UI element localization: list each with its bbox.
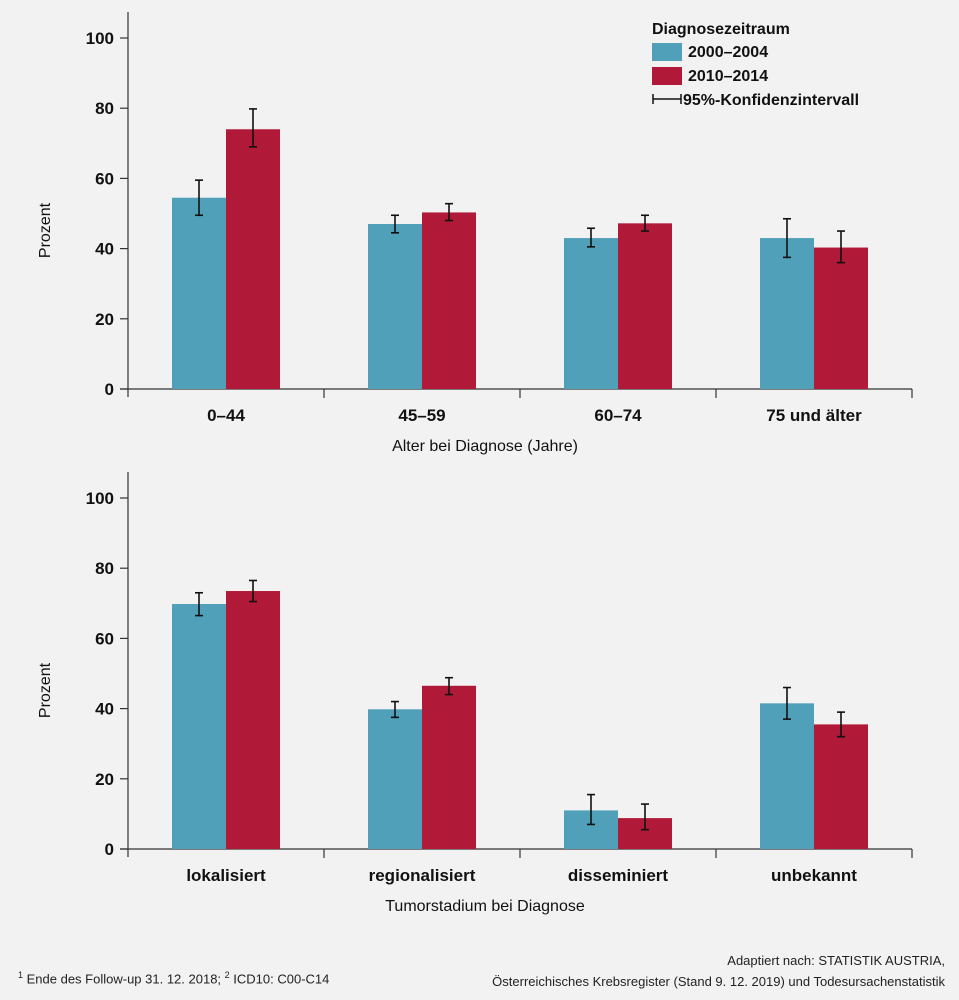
- x-axis-title: Alter bei Diagnose (Jahre): [392, 438, 578, 455]
- footnote-sup-2: 2: [224, 970, 230, 980]
- legend-label-ci: 95%-Konfidenzintervall: [683, 92, 859, 109]
- bar: [422, 685, 476, 849]
- source-note: Adaptiert nach: STATISTIK AUSTRIA, Öster…: [492, 950, 945, 992]
- age-chart-panel: 0 20 40 60 80 100 0–44 45–59 60–74 75 und älter Al…: [37, 12, 913, 455]
- error-bar: [195, 591, 203, 617]
- y-tick-label: 100: [86, 489, 114, 508]
- legend-label-series-1: 2000–2004: [688, 44, 768, 61]
- bar: [172, 197, 226, 389]
- bar: [618, 223, 672, 389]
- bar: [226, 591, 280, 849]
- error-bar: [641, 803, 649, 831]
- error-bar: [587, 793, 595, 826]
- x-category-label: lokalisiert: [186, 866, 266, 885]
- bar: [760, 238, 814, 389]
- y-tick-label: 40: [95, 700, 114, 719]
- bar: [226, 129, 280, 389]
- error-bar: [783, 686, 791, 720]
- bar: [368, 709, 422, 849]
- y-tick-label: 60: [95, 629, 114, 648]
- footnote-text-2: ICD10: C00-C14: [229, 971, 330, 987]
- bar: [422, 212, 476, 389]
- y-tick-label: 20: [95, 770, 114, 789]
- error-bar: [445, 202, 453, 222]
- y-tick-label: 100: [86, 29, 114, 48]
- x-category-label: disseminiert: [568, 866, 668, 885]
- y-tick-label: 40: [95, 240, 114, 259]
- source-line-1: Adaptiert nach: STATISTIK AUSTRIA,: [727, 953, 945, 968]
- x-category-label: 45–59: [398, 406, 445, 425]
- stage-chart-panel: 0 20 40 60 80 100 lokalisiert regionalisiert dis…: [37, 472, 913, 915]
- bar: [760, 703, 814, 849]
- error-bar: [837, 711, 845, 738]
- error-bar: [587, 227, 595, 248]
- y-tick-label: 20: [95, 310, 114, 329]
- y-axis-title: Prozent: [37, 662, 54, 718]
- bar: [172, 604, 226, 849]
- legend-label-series-2: 2010–2014: [688, 68, 768, 85]
- bar: [368, 224, 422, 389]
- y-tick-label: 0: [105, 380, 114, 399]
- bar: [814, 724, 868, 849]
- error-bar: [783, 217, 791, 259]
- x-category-label: 60–74: [594, 406, 642, 425]
- error-bar: [837, 230, 845, 264]
- x-axis-title: Tumorstadium bei Diagnose: [385, 898, 585, 915]
- y-tick-label: 80: [95, 99, 114, 118]
- error-bar: [249, 108, 257, 148]
- y-axis-title: Prozent: [37, 202, 54, 258]
- bar: [814, 247, 868, 389]
- x-category-label: unbekannt: [771, 866, 857, 885]
- footnote-sup-1: 1: [18, 970, 24, 980]
- bar: [564, 238, 618, 389]
- error-bar: [391, 700, 399, 719]
- legend-swatch-series-2: [652, 67, 682, 85]
- x-category-label: 75 und älter: [766, 406, 862, 425]
- legend-ci-icon: [652, 94, 682, 104]
- error-bar: [445, 676, 453, 696]
- footnote: 1 Ende des Follow-up 31. 12. 2018; 2 ICD…: [18, 970, 329, 986]
- y-tick-label: 0: [105, 840, 114, 859]
- x-category-label: 0–44: [207, 406, 245, 425]
- error-bar: [195, 179, 203, 217]
- y-tick-label: 60: [95, 169, 114, 188]
- error-bar: [641, 214, 649, 232]
- legend: Diagnosezeitraum 2000–2004 2010–2014 95%…: [652, 21, 859, 109]
- source-line-2: Österreichisches Krebsregister (Stand 9.…: [492, 974, 945, 989]
- x-category-label: regionalisiert: [369, 866, 476, 885]
- error-bar: [249, 579, 257, 603]
- legend-swatch-series-1: [652, 43, 682, 61]
- error-bar: [391, 214, 399, 234]
- y-tick-label: 80: [95, 559, 114, 578]
- footnote-text-1: Ende des Follow-up 31. 12. 2018;: [23, 971, 225, 987]
- legend-title: Diagnosezeitraum: [652, 21, 790, 38]
